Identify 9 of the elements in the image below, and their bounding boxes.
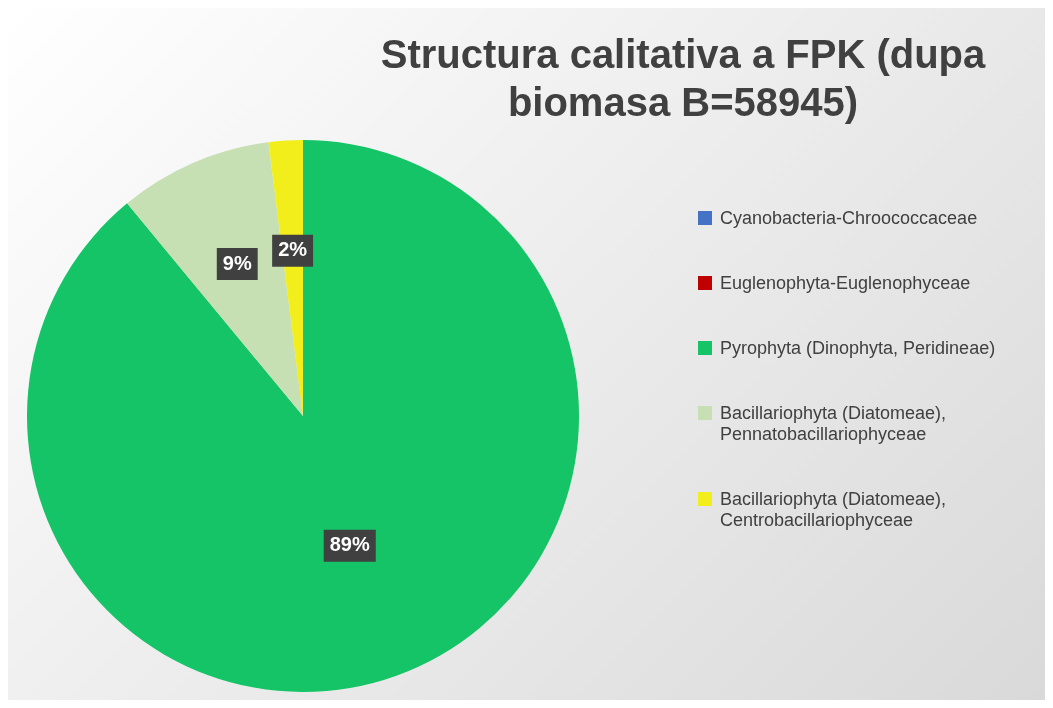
- legend-label: Cyanobacteria-Chroococcaceae: [720, 208, 978, 229]
- data-label: 89%: [329, 533, 370, 556]
- legend-label: Pyrophyta (Dinophyta, Peridineae): [720, 338, 996, 359]
- legend-label: Euglenophyta-Euglenophyceae: [720, 273, 971, 294]
- legend-label: Bacillariophyta (Diatomeae), Pennatobacillariophyceae: [720, 403, 948, 445]
- chart-title: Structura calitativa a FPK (dupa biomasa B=58945): [379, 31, 987, 126]
- legend-label: Bacillariophyta (Diatomeae), Centrobacillariophyceae: [720, 489, 948, 531]
- data-label: 9%: [222, 251, 252, 274]
- data-label: 2%: [278, 238, 308, 261]
